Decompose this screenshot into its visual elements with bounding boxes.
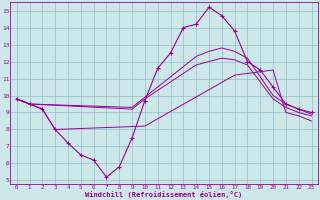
X-axis label: Windchill (Refroidissement éolien,°C): Windchill (Refroidissement éolien,°C) xyxy=(85,191,243,198)
